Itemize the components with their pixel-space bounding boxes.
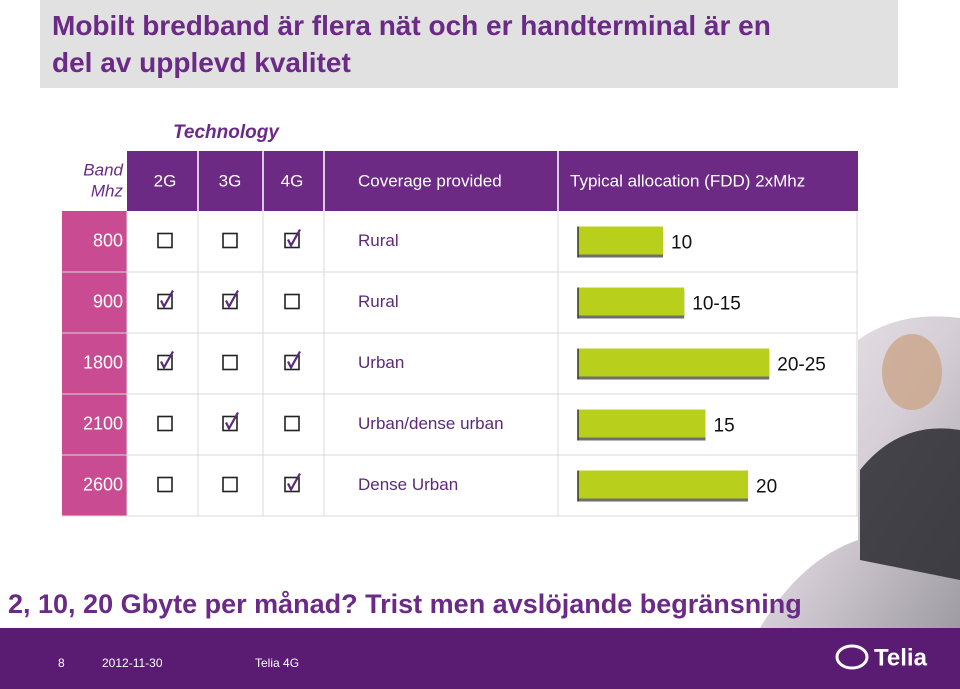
band-label: 800 <box>93 230 123 250</box>
coverage: Urban/dense urban <box>358 414 504 433</box>
footer-bar <box>0 628 960 689</box>
checkbox <box>222 476 238 493</box>
title-line: Mobilt bredband är flera nät och er hand… <box>52 10 771 41</box>
caption: 2, 10, 20 Gbyte per månad? Trist men avs… <box>8 589 802 619</box>
logo-text: Telia <box>874 644 928 671</box>
title-band <box>40 0 898 88</box>
header-row <box>127 151 858 211</box>
allocation: 20-25 <box>777 355 826 376</box>
allocation: 20 <box>756 477 777 498</box>
check-mark <box>287 472 301 492</box>
checkbox <box>284 415 300 432</box>
allocation: 15 <box>714 416 735 437</box>
check-mark <box>287 350 301 370</box>
check-mark <box>160 289 174 309</box>
photo-face <box>882 334 942 410</box>
check-mark <box>287 228 301 248</box>
bar <box>578 348 770 377</box>
coverage: Rural <box>358 292 399 311</box>
band-header: Mhz <box>91 181 124 200</box>
checkbox <box>157 415 173 432</box>
band-label: 900 <box>93 291 123 311</box>
coverage: Dense Urban <box>358 475 458 494</box>
column-header: Coverage provided <box>358 171 502 190</box>
footer-name: Telia 4G <box>255 656 299 670</box>
allocation: 10 <box>671 233 692 254</box>
column-header: Typical allocation (FDD) 2xMhz <box>570 171 805 190</box>
checkbox <box>222 354 238 371</box>
coverage: Urban <box>358 353 404 372</box>
bar <box>578 409 706 438</box>
band-label: 1800 <box>83 352 123 372</box>
checkbox <box>222 232 238 249</box>
photo-jacket <box>860 428 960 580</box>
page-number: 8 <box>58 656 65 670</box>
group-header: Technology <box>173 122 280 143</box>
column-header: 4G <box>281 171 304 190</box>
bar <box>578 226 663 255</box>
check-mark <box>225 289 239 309</box>
band-label: 2600 <box>83 474 123 494</box>
bar <box>578 287 685 316</box>
bar <box>578 470 748 499</box>
title-line: del av upplevd kvalitet <box>52 47 351 78</box>
coverage: Rural <box>358 231 399 250</box>
checkbox <box>157 232 173 249</box>
band-header: Band <box>83 160 123 179</box>
footer-date: 2012-11-30 <box>102 656 163 670</box>
allocation: 10-15 <box>692 294 741 315</box>
check-mark <box>225 411 239 431</box>
band-label: 2100 <box>83 413 123 433</box>
column-header: 2G <box>154 171 177 190</box>
band-column <box>62 211 127 516</box>
checkbox <box>284 293 300 310</box>
column-header: 3G <box>219 171 242 190</box>
logo-mark <box>835 644 869 670</box>
check-mark <box>160 350 174 370</box>
checkbox <box>157 476 173 493</box>
